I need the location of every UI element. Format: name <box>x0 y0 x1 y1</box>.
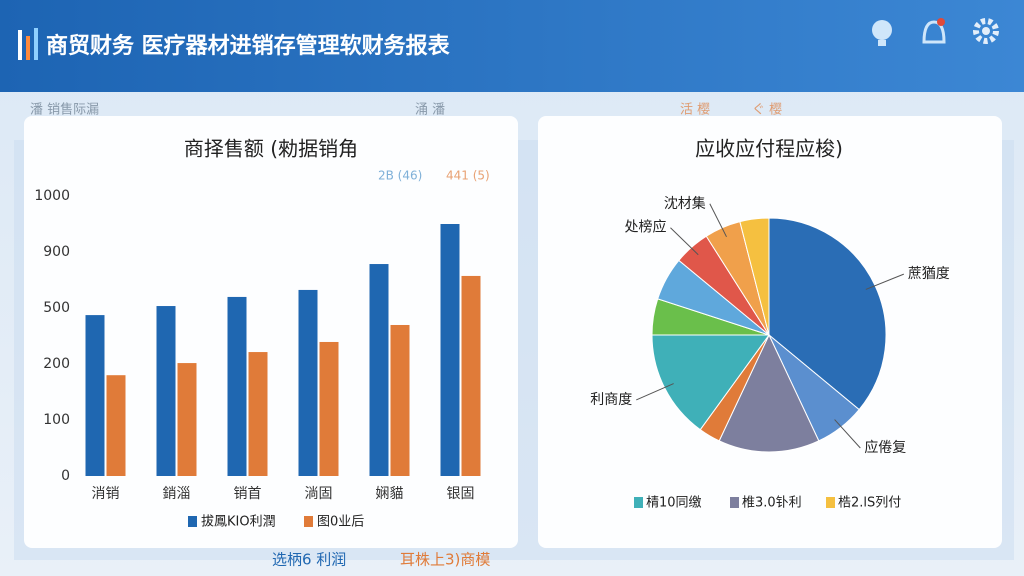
legend-swatch <box>304 516 313 527</box>
faint-legend: 441 (5) <box>446 169 490 183</box>
x-tick-label: 银固 <box>447 486 475 502</box>
x-tick-label: 消销 <box>92 486 120 502</box>
bar <box>390 324 410 476</box>
leader-line <box>709 203 727 238</box>
legend-swatch <box>634 497 643 508</box>
bg-label: ぐ 樱 <box>752 102 782 118</box>
bell-icon[interactable] <box>922 18 946 44</box>
y-tick-label: 200 <box>43 356 70 372</box>
leader-line <box>636 383 674 401</box>
bar <box>369 264 389 476</box>
x-tick-label: 销首 <box>234 486 262 502</box>
leader-line <box>865 273 905 290</box>
x-tick-label: 銷淄 <box>163 486 191 502</box>
bg-label: 耳株上3)商模 <box>400 551 490 569</box>
faint-legend: 2B (46) <box>378 169 422 183</box>
bar <box>319 341 339 476</box>
legend-label: 图0业后 <box>317 515 364 530</box>
legend-label: 拔鳳KIO利潤 <box>201 515 276 530</box>
y-tick-label: 500 <box>43 300 70 316</box>
bar <box>248 352 268 476</box>
bg-label: 活 樱 <box>680 102 710 118</box>
header-bar <box>0 0 1024 92</box>
legend-label: 梏2.lS列付 <box>838 496 901 511</box>
slice-label: 沈材集 <box>664 195 706 212</box>
slice-label: 蔗猶度 <box>908 266 950 282</box>
bg-label: 潘 销售际漏 <box>30 102 99 118</box>
legend-swatch <box>188 516 197 527</box>
y-tick-label: 100 <box>43 412 70 428</box>
pie-slice <box>718 333 820 453</box>
leader-line <box>834 419 861 449</box>
settings-icon[interactable] <box>973 18 999 44</box>
bar <box>440 224 460 476</box>
bar <box>177 363 197 476</box>
slice-label: 处榜应 <box>624 219 666 236</box>
bar <box>227 296 247 476</box>
x-tick-label: 淌固 <box>305 486 333 502</box>
y-tick-label: 900 <box>43 244 70 260</box>
chart-title: 商择售额 (勑据销角 <box>184 137 358 161</box>
y-tick-label: 1000 <box>34 188 70 204</box>
bulb-icon[interactable] <box>872 20 892 46</box>
bar <box>85 315 105 476</box>
legend-swatch <box>730 497 739 508</box>
slice-label: 应倦复 <box>864 439 906 456</box>
x-tick-label: 娴貓 <box>376 486 404 502</box>
chart-title: 应收应付程应梭) <box>695 137 843 161</box>
app-title: 商贸财务 医疗器材进销存管理软财务报表 <box>46 33 451 59</box>
pie-slice <box>651 334 770 431</box>
legend-swatch <box>826 497 835 508</box>
legend-label: 棈10同缴 <box>646 496 702 511</box>
legend-label: 椎3.0钋利 <box>742 496 802 511</box>
bar <box>106 375 126 476</box>
logo <box>18 28 38 60</box>
pie-slice <box>739 217 770 336</box>
bar <box>156 306 176 476</box>
slice-label: 利商度 <box>590 392 632 408</box>
pie-slice <box>768 217 887 411</box>
leader-line <box>670 227 699 256</box>
bar <box>461 275 481 476</box>
y-tick-label: 0 <box>61 468 70 484</box>
bg-label: 涌 潘 <box>415 103 445 118</box>
bar <box>298 289 318 476</box>
bg-label: 选柄6 利润 <box>272 551 346 569</box>
